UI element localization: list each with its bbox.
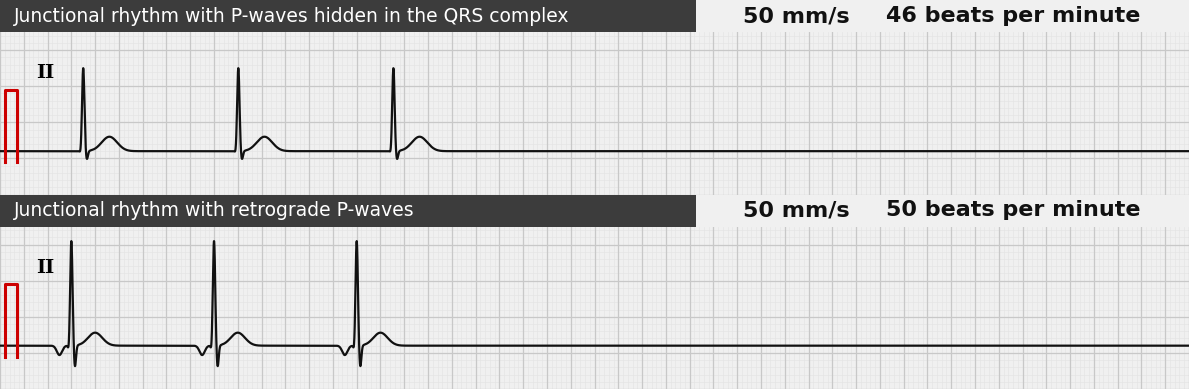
Text: II: II [36,65,54,82]
Text: 46 beats per minute: 46 beats per minute [886,6,1140,26]
Text: 50 mm/s: 50 mm/s [743,200,850,221]
Text: Junctional rhythm with retrograde P-waves: Junctional rhythm with retrograde P-wave… [14,201,415,220]
FancyBboxPatch shape [0,0,696,32]
Text: 50 mm/s: 50 mm/s [743,6,850,26]
Text: II: II [36,259,54,277]
Text: 50 beats per minute: 50 beats per minute [886,200,1140,221]
Text: Junctional rhythm with P-waves hidden in the QRS complex: Junctional rhythm with P-waves hidden in… [14,7,570,26]
FancyBboxPatch shape [0,194,696,226]
